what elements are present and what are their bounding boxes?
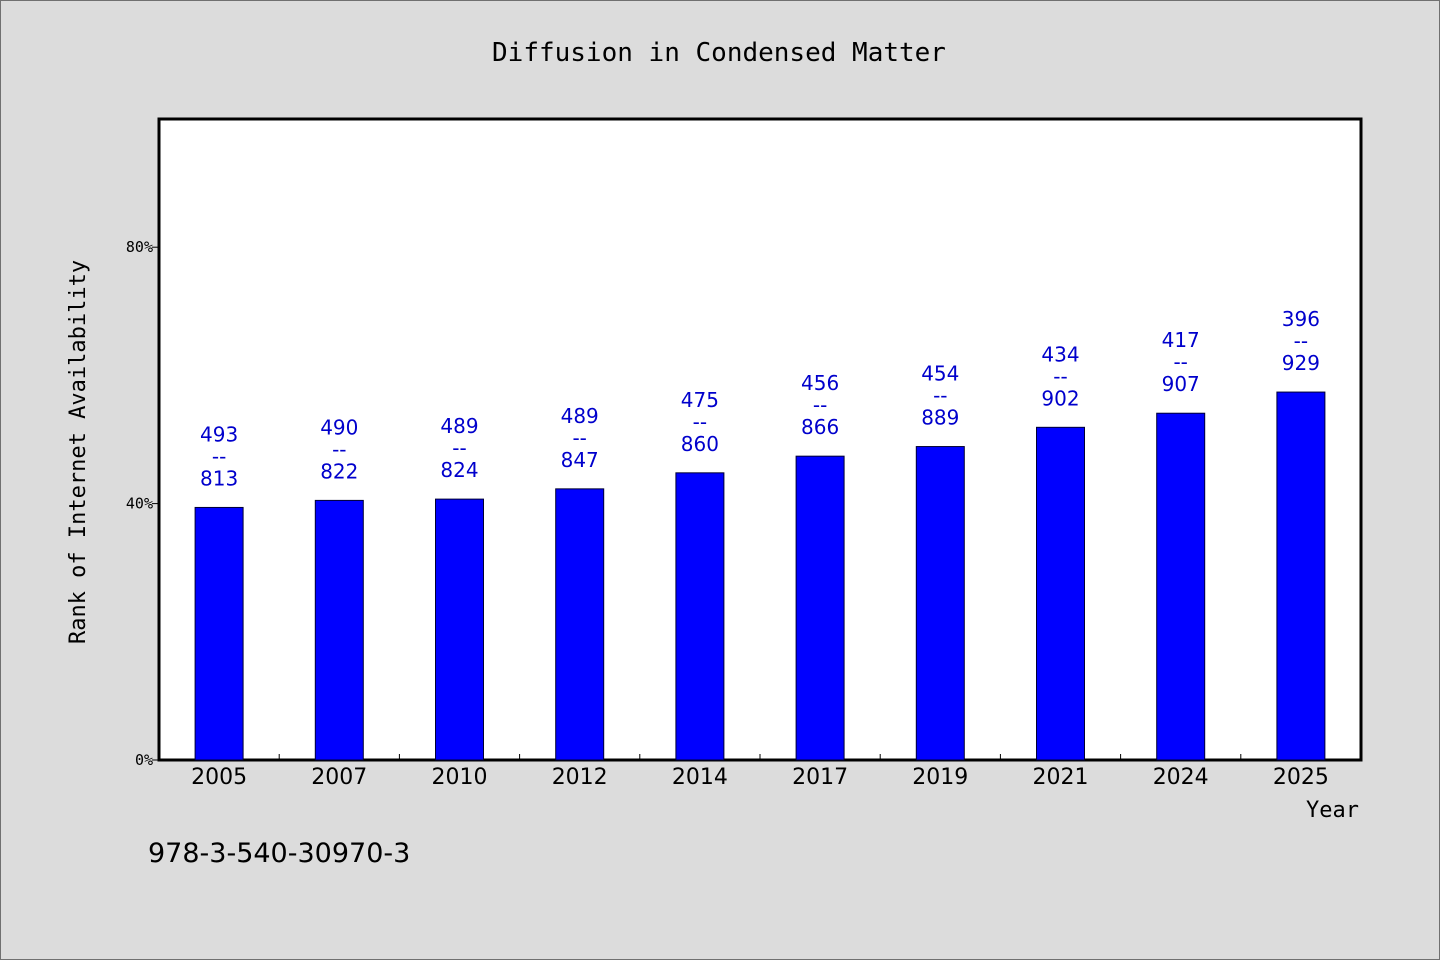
data-label-2019-line1: -- <box>933 384 947 408</box>
x-tick-label-2005: 2005 <box>191 765 247 790</box>
x-axis-label: Year <box>1306 798 1359 823</box>
data-label-2025-line2: 929 <box>1282 351 1320 375</box>
data-label-2014-line2: 860 <box>681 432 719 456</box>
y-tick-label: 40% <box>126 495 153 513</box>
bar-2012 <box>555 488 605 761</box>
data-label-2005-line1: -- <box>212 444 226 468</box>
y-axis-label: Rank of Internet Availability <box>66 260 91 644</box>
isbn-footnote: 978-3-540-30970-3 <box>148 838 410 869</box>
data-label-2024-line2: 907 <box>1162 372 1200 396</box>
data-label-2010-line1: -- <box>452 436 466 460</box>
data-label-2024-line0: 417 <box>1162 328 1200 352</box>
data-label-2017-line1: -- <box>813 393 827 417</box>
y-tick-label: 0% <box>135 751 153 769</box>
chart-title: Diffusion in Condensed Matter <box>492 38 946 68</box>
x-tick-label-2014: 2014 <box>672 765 728 790</box>
data-label-2021-line1: -- <box>1053 364 1067 388</box>
data-labels: 493--813490--822489--824489--847475--860… <box>200 307 1320 490</box>
data-label-2012-line2: 847 <box>561 448 599 472</box>
data-label-2005-line2: 813 <box>200 466 238 490</box>
bar-2024 <box>1156 412 1206 761</box>
bar-2010 <box>435 498 484 761</box>
bar-2014 <box>675 472 725 761</box>
data-label-2024-line1: -- <box>1173 350 1187 374</box>
data-label-2017-line0: 456 <box>801 371 839 395</box>
data-label-2007-line0: 490 <box>320 415 358 439</box>
bar-2019 <box>915 446 965 761</box>
data-label-2012-line0: 489 <box>561 404 599 428</box>
bar-2021 <box>1036 426 1085 761</box>
data-label-2007-line2: 822 <box>320 459 358 483</box>
bar-2007 <box>314 499 364 761</box>
data-label-2010-line0: 489 <box>440 414 478 438</box>
data-label-2019-line2: 889 <box>921 406 959 430</box>
x-tick-label-2007: 2007 <box>311 765 367 790</box>
data-label-2021-line0: 434 <box>1041 342 1079 366</box>
data-label-2014-line0: 475 <box>681 388 719 412</box>
bar-2017 <box>795 455 845 761</box>
x-tick-label-2025: 2025 <box>1273 765 1329 790</box>
x-tick-label-2017: 2017 <box>792 765 848 790</box>
data-label-2014-line1: -- <box>693 410 707 434</box>
x-axis: 2005 2007 2010 2012 2014 2017 2019 2021 2024 2025 <box>191 754 1329 790</box>
data-label-2010-line2: 824 <box>440 458 478 482</box>
x-tick-label-2012: 2012 <box>552 765 608 790</box>
data-label-2007-line1: -- <box>332 437 346 461</box>
y-axis: 0% 40% 80% <box>126 238 159 769</box>
y-tick-label: 80% <box>126 238 153 256</box>
data-label-2019-line0: 454 <box>921 362 959 386</box>
data-label-2012-line1: -- <box>572 426 586 450</box>
bar-series <box>194 391 1326 761</box>
data-label-2025-line0: 396 <box>1282 307 1320 331</box>
data-label-2025-line1: -- <box>1294 329 1308 353</box>
data-label-2021-line2: 902 <box>1041 386 1079 410</box>
x-tick-label-2024: 2024 <box>1153 765 1209 790</box>
x-tick-label-2010: 2010 <box>432 765 488 790</box>
bar-2005 <box>194 506 244 761</box>
x-tick-label-2019: 2019 <box>912 765 968 790</box>
data-label-2005-line0: 493 <box>200 422 238 446</box>
data-label-2017-line2: 866 <box>801 415 839 439</box>
bar-2025 <box>1276 391 1326 761</box>
x-tick-label-2021: 2021 <box>1033 765 1089 790</box>
